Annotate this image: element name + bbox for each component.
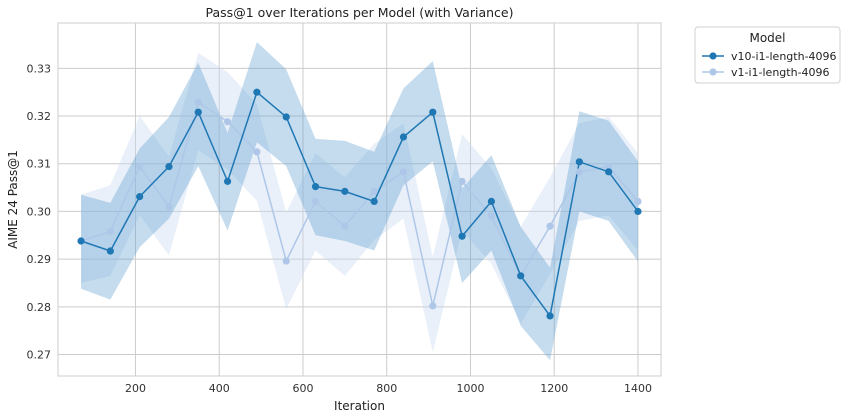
- legend-label-v10: v10-i1-length-4096: [731, 50, 837, 63]
- data-point-v1: [282, 257, 290, 265]
- series-line-v10: [80, 90, 639, 318]
- data-point-v1: [341, 222, 349, 230]
- data-point-v1: [165, 203, 173, 211]
- data-point-v10: [341, 187, 349, 195]
- data-point-v1: [429, 302, 437, 310]
- data-point-v10: [311, 183, 320, 191]
- data-point-v10: [634, 207, 642, 216]
- y-tick-label: 0.30: [27, 205, 52, 218]
- x-tick-label: 600: [292, 382, 313, 395]
- data-point-v10: [399, 133, 408, 141]
- x-tick-label: 400: [209, 382, 230, 395]
- series-lines: [80, 90, 639, 318]
- data-point-v10: [605, 168, 613, 176]
- legend-marker-v1: [709, 68, 717, 76]
- series-line-v1: [80, 100, 639, 307]
- x-axis-label: Iteration: [334, 399, 385, 413]
- y-tick-label: 0.27: [27, 349, 52, 362]
- legend-box: [694, 26, 841, 84]
- data-point-v10: [517, 272, 525, 280]
- data-point-v1: [546, 222, 554, 230]
- data-point-v1: [370, 187, 378, 195]
- series-points: [77, 88, 642, 320]
- data-point-v10: [429, 108, 437, 116]
- plot-frame: [57, 22, 662, 377]
- legend-title: Model: [749, 31, 785, 45]
- data-point-v10: [575, 158, 583, 166]
- y-tick-label: 0.29: [27, 253, 52, 266]
- legend-marker-v10: [709, 52, 717, 60]
- y-axis-label: AIME 24 Pass@1: [6, 150, 20, 249]
- legend: Model v10-i1-length-4096 v1-i1-length-40…: [694, 26, 841, 84]
- data-point-v10: [136, 193, 144, 201]
- data-point-v1: [136, 162, 144, 171]
- x-tick-label: 1400: [624, 382, 652, 395]
- y-axis-ticks: 0.27 0.28 0.29 0.30 0.31 0.32 0.33: [27, 62, 52, 361]
- x-tick-label: 200: [125, 382, 146, 395]
- x-tick-label: 1000: [456, 382, 484, 395]
- data-point-v10: [77, 237, 85, 245]
- data-point-v1: [311, 197, 320, 206]
- data-point-v10: [370, 197, 378, 206]
- data-point-v10: [487, 197, 496, 206]
- data-point-v1: [106, 227, 114, 236]
- x-tick-label: 800: [376, 382, 397, 395]
- data-point-v1: [399, 168, 408, 176]
- variance-band-v10: [81, 42, 638, 361]
- data-point-v10: [253, 88, 261, 96]
- data-point-v1: [575, 168, 583, 176]
- y-tick-label: 0.28: [27, 301, 52, 314]
- x-tick-label: 1200: [540, 382, 568, 395]
- variance-band-v1: [81, 53, 638, 353]
- chart-title: Pass@1 over Iterations per Model (with V…: [206, 5, 514, 20]
- data-point-v1: [458, 177, 466, 185]
- data-point-v1: [223, 118, 232, 126]
- data-point-v1: [253, 148, 261, 156]
- data-point-v10: [546, 312, 554, 320]
- data-point-v10: [223, 177, 232, 185]
- data-point-v10: [458, 232, 466, 240]
- y-tick-label: 0.33: [27, 62, 52, 75]
- data-point-v1: [194, 98, 202, 106]
- plot-background: [58, 23, 661, 376]
- data-point-v1: [605, 162, 613, 171]
- data-point-v10: [106, 247, 114, 255]
- data-point-v10: [194, 108, 202, 116]
- data-point-v1: [634, 197, 642, 206]
- y-tick-label: 0.31: [27, 158, 52, 171]
- y-tick-label: 0.32: [27, 110, 52, 123]
- legend-label-v1: v1-i1-length-4096: [731, 66, 830, 79]
- data-point-v10: [165, 162, 173, 171]
- data-point-v10: [282, 113, 290, 121]
- x-axis-ticks: 200 400 600 800 1000 1200 1400: [125, 382, 652, 395]
- variance-bands: [81, 42, 638, 361]
- data-point-v1: [487, 212, 496, 220]
